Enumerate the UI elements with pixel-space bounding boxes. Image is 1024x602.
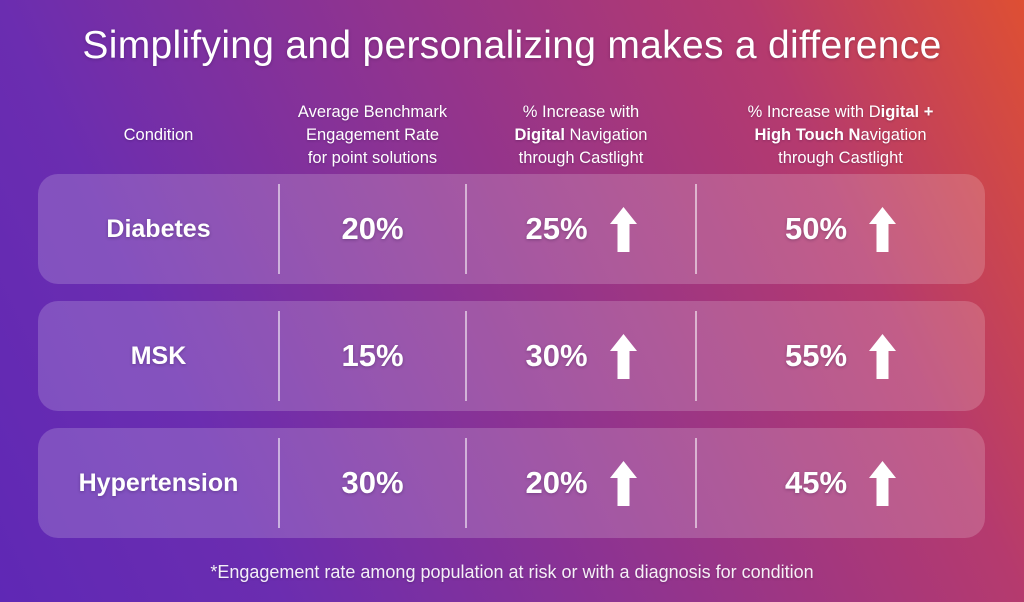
page-title: Simplifying and personalizing makes a di…: [82, 24, 942, 67]
benchmark-value: 15%: [341, 338, 404, 373]
up-arrow-icon: [609, 206, 637, 252]
column-header-benchmark: Average Benchmark Engagement Rate for poin…: [279, 101, 466, 170]
high-touch-increase-cell: 45%: [696, 460, 985, 506]
table-row-msk: MSK 15% 30% 55%: [38, 301, 985, 411]
column-divider: [278, 184, 280, 274]
table-header-row: Condition Average Benchmark Engagement Rat…: [38, 96, 985, 174]
digital-increase-value: 20%: [525, 465, 588, 500]
header-line: % Increase with: [522, 102, 640, 121]
header-line: Engagement Rate: [305, 125, 439, 144]
condition-cell: Diabetes: [38, 215, 279, 244]
header-line: for point solutions: [307, 148, 438, 167]
condition-label: MSK: [130, 341, 187, 370]
digital-increase-cell: 30%: [466, 333, 696, 379]
header-line: through Castlight: [518, 148, 644, 167]
column-divider: [465, 311, 467, 401]
footnote: *Engagement rate among population at ris…: [210, 562, 814, 582]
header-line: Condition: [123, 125, 194, 144]
column-divider: [465, 438, 467, 528]
header-line: % Increase with Digital +: [747, 102, 934, 121]
header-line: Digital Navigation: [514, 125, 648, 144]
header-line: Average Benchmark: [297, 102, 448, 121]
header-line: through Castlight: [778, 148, 903, 167]
high-touch-increase-value: 55%: [784, 338, 848, 373]
table-row-diabetes: Diabetes 20% 25% 50%: [38, 174, 985, 284]
benchmark-value: 30%: [341, 465, 404, 500]
column-divider: [695, 438, 697, 528]
condition-cell: MSK: [38, 342, 279, 371]
benchmark-value: 20%: [341, 211, 404, 246]
up-arrow-icon: [869, 333, 897, 379]
high-touch-increase-value: 45%: [784, 465, 848, 500]
digital-increase-value: 25%: [525, 211, 588, 246]
up-arrow-icon: [869, 206, 897, 252]
digital-increase-value: 30%: [525, 338, 588, 373]
column-divider: [278, 311, 280, 401]
column-divider: [695, 311, 697, 401]
header-line: High Touch Navigation: [754, 125, 927, 144]
benchmark-cell: 30%: [279, 465, 466, 501]
engagement-table: Diabetes 20% 25% 50% MSK 15% 30% 55% Hypertensio…: [38, 174, 985, 555]
column-header-high_touch: % Increase with Digital + High Touch Navi…: [696, 101, 985, 170]
high-touch-increase-cell: 50%: [696, 206, 985, 252]
benchmark-cell: 20%: [279, 211, 466, 247]
digital-increase-cell: 20%: [466, 460, 696, 506]
column-divider: [695, 184, 697, 274]
column-divider: [465, 184, 467, 274]
benchmark-cell: 15%: [279, 338, 466, 374]
up-arrow-icon: [869, 460, 897, 506]
up-arrow-icon: [609, 460, 637, 506]
table-row-hypertension: Hypertension 30% 20% 45%: [38, 428, 985, 538]
condition-cell: Hypertension: [38, 469, 279, 498]
digital-increase-cell: 25%: [466, 206, 696, 252]
high-touch-increase-cell: 55%: [696, 333, 985, 379]
column-divider: [278, 438, 280, 528]
high-touch-increase-value: 50%: [784, 211, 848, 246]
condition-label: Diabetes: [106, 214, 211, 243]
column-header-condition: Condition: [38, 124, 279, 147]
column-header-digital: % Increase with Digital Navigation through…: [466, 101, 696, 170]
condition-label: Hypertension: [78, 468, 239, 497]
up-arrow-icon: [609, 333, 637, 379]
